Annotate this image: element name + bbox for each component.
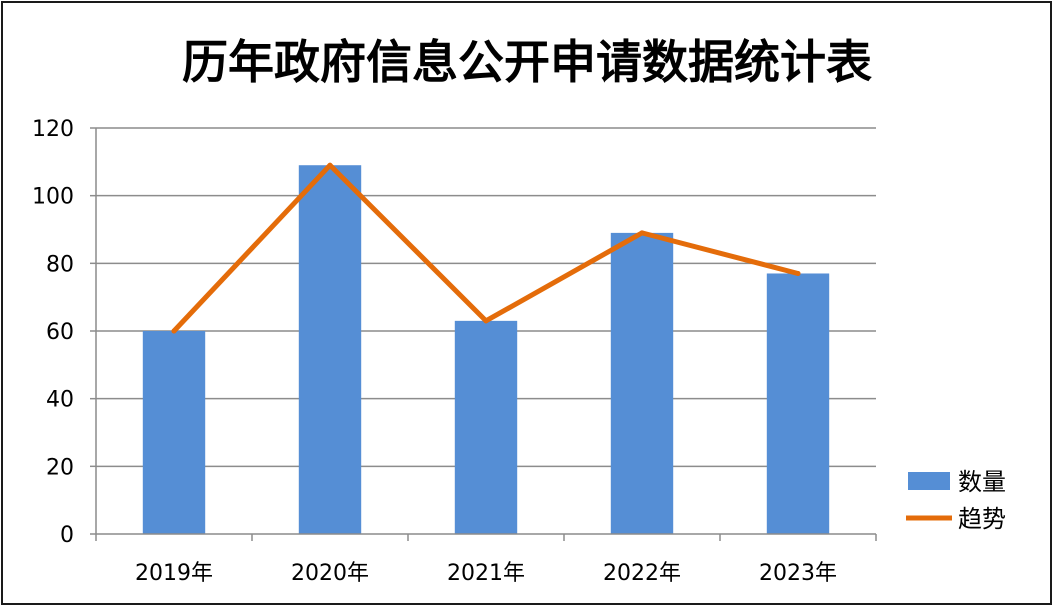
trend-point-3	[639, 230, 645, 236]
x-tick-label: 2022年	[603, 561, 681, 586]
gridlines	[96, 127, 876, 468]
trend-point-0	[171, 328, 177, 334]
y-tick-label: 20	[46, 455, 74, 480]
trend-point-2	[483, 318, 489, 324]
trend-point-4	[795, 270, 801, 276]
y-tick-label: 40	[46, 388, 74, 413]
legend: 数量 趋势	[906, 468, 1006, 533]
bar-3	[610, 232, 674, 534]
legend-swatch-bar	[908, 472, 950, 490]
x-axis-ticks: 2019年 2020年 2021年 2022年 2023年	[95, 534, 877, 586]
legend-label-bar: 数量	[958, 468, 1006, 496]
y-tick-label: 80	[46, 252, 74, 277]
y-tick-label: 60	[46, 320, 74, 345]
y-axis-ticks: 0 20 40 60 80 100 120	[32, 117, 96, 548]
bar-0	[142, 331, 206, 534]
chart-title: 历年政府信息公开申请数据统计表	[182, 35, 872, 89]
y-tick-label: 120	[32, 117, 74, 142]
bar-2	[454, 320, 518, 534]
x-tick-label: 2019年	[135, 561, 213, 586]
x-tick-label: 2021年	[447, 561, 525, 586]
x-tick-label: 2023年	[759, 561, 837, 586]
bar-1	[298, 165, 362, 534]
trend-point-1	[327, 162, 333, 168]
y-tick-label: 100	[32, 185, 74, 210]
legend-label-line: 趋势	[958, 505, 1006, 533]
x-tick-label: 2020年	[291, 561, 369, 586]
bar-4	[766, 273, 830, 534]
bar-series	[142, 165, 830, 534]
trend-series	[171, 162, 801, 334]
y-tick-label: 0	[60, 523, 74, 548]
